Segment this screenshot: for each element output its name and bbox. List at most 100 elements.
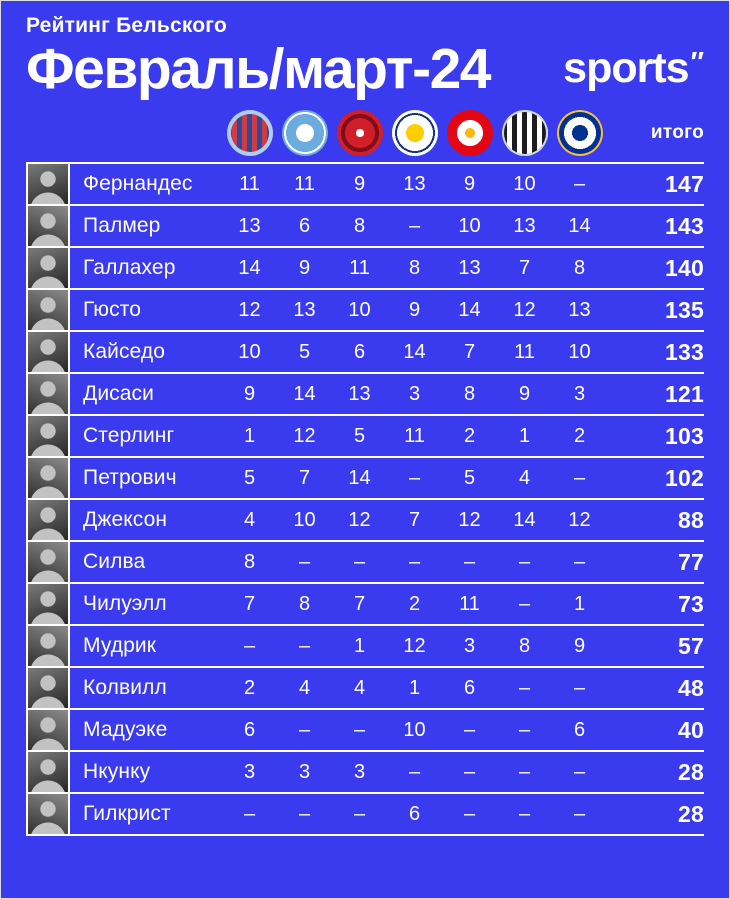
- score-cell: 8: [573, 256, 586, 279]
- score-cell: –: [573, 550, 586, 573]
- total-value: 147: [665, 170, 704, 197]
- score-cell: 11: [239, 172, 260, 195]
- page-title: Февраль/март-24: [26, 37, 491, 101]
- table-row: Силва 8 – – – – – – 77: [26, 542, 704, 585]
- score-cell: –: [463, 760, 476, 783]
- player-photo-cell: [26, 374, 70, 415]
- score-cell: 8: [408, 256, 421, 279]
- table-row: Гилкрист – – – 6 – – – 28: [26, 794, 704, 837]
- player-photo-cell: [26, 626, 70, 667]
- player-name: Колвилл: [83, 676, 167, 700]
- player-photo-cell: [26, 290, 70, 331]
- player-name: Мадуэке: [83, 718, 168, 742]
- person-silhouette-icon: [31, 465, 65, 499]
- score-cell: 7: [298, 466, 311, 489]
- score-cell: 14: [403, 340, 426, 363]
- score-cell: 4: [518, 466, 531, 489]
- header: Рейтинг Бельского Февраль/март-24 sports…: [26, 1, 704, 98]
- score-cell: –: [353, 802, 366, 825]
- score-cell: 1: [353, 634, 366, 657]
- person-silhouette-icon: [31, 507, 65, 541]
- score-cell: 8: [298, 592, 311, 615]
- score-cell: –: [298, 718, 311, 741]
- player-name: Кайседо: [83, 340, 165, 364]
- score-cell: 11: [514, 340, 535, 363]
- player-name: Дисаси: [83, 382, 154, 406]
- player-photo: [28, 332, 68, 373]
- score-cell: 7: [518, 256, 531, 279]
- score-cell: 14: [293, 382, 316, 405]
- total-value: 133: [665, 338, 704, 365]
- player-name: Нкунку: [83, 760, 151, 784]
- score-cell: 13: [238, 214, 261, 237]
- score-cell: 3: [573, 382, 586, 405]
- score-cell: 8: [463, 382, 476, 405]
- score-cell: 7: [463, 340, 476, 363]
- score-cell: 4: [243, 508, 256, 531]
- score-cell: –: [463, 718, 476, 741]
- score-cell: –: [353, 550, 366, 573]
- score-cell: 12: [513, 298, 536, 321]
- score-cell: 10: [568, 340, 591, 363]
- score-cell: –: [243, 802, 256, 825]
- score-cell: 1: [408, 676, 421, 699]
- person-silhouette-icon: [31, 759, 65, 793]
- total-value: 102: [665, 464, 704, 491]
- player-photo: [28, 374, 68, 415]
- player-photo-cell: [26, 752, 70, 793]
- total-value: 57: [678, 632, 704, 659]
- newcastle-united-crest-icon: [501, 110, 548, 157]
- score-cell: 12: [238, 298, 261, 321]
- total-value: 77: [678, 548, 704, 575]
- player-photo-cell: [26, 500, 70, 541]
- total-value: 135: [665, 296, 704, 323]
- table-row: Джексон 4 10 12 7 12 14 12 88: [26, 500, 704, 543]
- score-cell: 7: [243, 592, 256, 615]
- score-cell: 12: [293, 424, 316, 447]
- score-cell: 9: [463, 172, 476, 195]
- player-photo-cell: [26, 710, 70, 751]
- player-photo: [28, 626, 68, 667]
- player-name: Силва: [83, 550, 146, 574]
- score-cell: 9: [408, 298, 421, 321]
- player-photo: [28, 752, 68, 793]
- score-cell: –: [298, 550, 311, 573]
- person-silhouette-icon: [31, 633, 65, 667]
- score-cell: –: [408, 550, 421, 573]
- score-cell: 13: [458, 256, 481, 279]
- table-row: Нкунку 3 3 3 – – – – 28: [26, 752, 704, 795]
- table-row: Чилуэлл 7 8 7 2 11 – 1 73: [26, 584, 704, 627]
- table-row: Петрович 5 7 14 – 5 4 – 102: [26, 458, 704, 501]
- table-row: Галлахер 14 9 11 8 13 7 8 140: [26, 248, 704, 291]
- player-photo-cell: [26, 206, 70, 247]
- player-photo-cell: [26, 332, 70, 373]
- score-cell: 4: [353, 676, 366, 699]
- sports-logo-text: sports: [563, 44, 689, 93]
- score-cell: 2: [463, 424, 476, 447]
- score-cell: 11: [459, 592, 480, 615]
- score-cell: 4: [298, 676, 311, 699]
- score-cell: 14: [513, 508, 536, 531]
- sports-logo-doubleprime-icon: ″: [690, 46, 704, 78]
- table-header-row: итого: [26, 98, 704, 162]
- score-cell: –: [573, 676, 586, 699]
- score-cell: –: [573, 172, 586, 195]
- total-value: 28: [678, 758, 704, 785]
- score-cell: 1: [518, 424, 531, 447]
- player-name: Джексон: [83, 508, 168, 532]
- score-cell: 10: [238, 340, 261, 363]
- score-cell: 13: [513, 214, 536, 237]
- score-cell: 9: [353, 172, 366, 195]
- total-value: 103: [665, 422, 704, 449]
- player-photo: [28, 584, 68, 625]
- score-cell: 14: [238, 256, 261, 279]
- score-cell: 8: [353, 214, 366, 237]
- score-cell: 12: [458, 508, 481, 531]
- score-cell: –: [518, 802, 531, 825]
- player-photo-cell: [26, 458, 70, 499]
- score-cell: –: [408, 466, 421, 489]
- player-name: Чилуэлл: [83, 592, 167, 616]
- score-cell: –: [463, 802, 476, 825]
- score-cell: 13: [293, 298, 316, 321]
- score-cell: –: [518, 592, 531, 615]
